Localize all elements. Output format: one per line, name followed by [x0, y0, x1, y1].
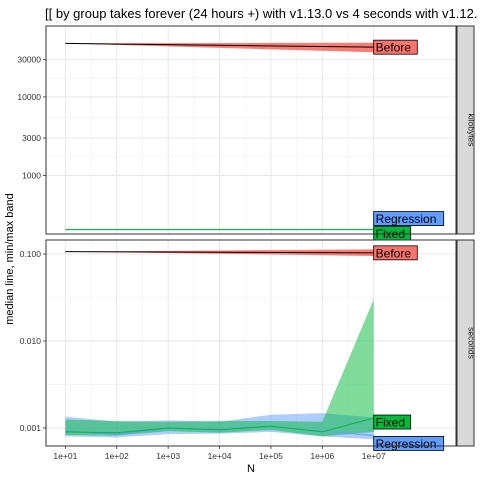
panel-seconds: Before Regression Fixed 0.001 0.010 0.100 seco… — [20, 239, 477, 451]
series-label-regression: Regression — [373, 211, 445, 226]
series-label-regression: Regression — [373, 436, 445, 451]
median-line-before — [65, 251, 374, 254]
x-tick-label: 1e+01 — [53, 451, 77, 461]
label-text: Fixed — [376, 416, 405, 430]
y-tick-label: 3000 — [22, 133, 41, 143]
label-text: Before — [376, 246, 412, 260]
label-box — [373, 211, 445, 226]
y-tick-label: 0.100 — [20, 249, 42, 259]
x-tick-label: 1e+03 — [156, 451, 180, 461]
label-text: Regression — [376, 212, 437, 226]
label-text: Regression — [376, 437, 437, 451]
label-box — [373, 414, 412, 430]
label-box — [373, 436, 445, 451]
label-box — [373, 39, 418, 55]
panel-border — [45, 239, 457, 447]
y-axis-label: median line, min/max band — [4, 193, 16, 324]
y-tick-label: 10000 — [17, 92, 41, 102]
band-before — [65, 42, 374, 53]
median-line-regression — [65, 425, 374, 436]
x-tick-label: 1e+04 — [208, 451, 232, 461]
label-text: Before — [376, 41, 412, 55]
y-tick-label: 0.010 — [20, 336, 42, 346]
facet-strip-label: seconds — [467, 327, 477, 359]
facet-strip — [456, 25, 475, 235]
panel-border — [45, 25, 457, 235]
y-tick-label: 30000 — [17, 54, 41, 64]
label-box — [373, 245, 418, 261]
series-label-before: Before — [373, 245, 418, 261]
band-fixed — [65, 299, 374, 437]
median-line-fixed — [65, 417, 374, 434]
x-tick-label: 1e+02 — [105, 451, 129, 461]
facet-strip — [456, 239, 475, 447]
median-line-before — [65, 42, 374, 48]
x-tick-label: 1e+05 — [259, 451, 283, 461]
panel-kilobytes: BeforeRegressionFixed100030001000030000k… — [17, 25, 477, 241]
x-tick-label: 1e+07 — [362, 451, 386, 461]
x-tick-label: 1e+06 — [310, 451, 334, 461]
x-axis-label: N — [247, 463, 255, 475]
panel-background — [46, 26, 456, 234]
chart-title: [[ by group takes forever (24 hours +) w… — [45, 6, 477, 21]
y-tick-label: 1000 — [22, 170, 41, 180]
facet-strip-label: kilobytes — [467, 113, 477, 146]
panel-background — [46, 240, 456, 446]
series-label-fixed: Fixed — [373, 414, 412, 430]
series-label-before: Before — [373, 39, 418, 55]
y-tick-label: 0.001 — [20, 423, 42, 433]
